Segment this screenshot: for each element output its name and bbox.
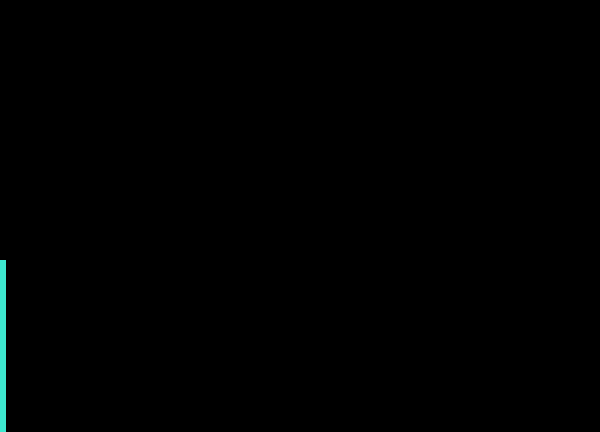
- terminal-line: "low": 40.801,: [0, 140, 135, 159]
- download-scatter-dot: [0, 362, 6, 368]
- download-scatter-dot: [0, 398, 6, 404]
- terminal-line: "ping": {: [0, 78, 87, 97]
- json-terminal-body: $ speedtest --server-id 33913 --format=j…: [0, 0, 600, 260]
- download-scatter-dot: [0, 374, 6, 380]
- terminal-line: $ speedtest --server-id 33913 --format=j…: [0, 0, 482, 19]
- download-scatter-dot: [0, 416, 6, 422]
- download-scatter-dot: [0, 284, 6, 290]
- terminal-line: "bandwidth": 24097927: [0, 222, 203, 241]
- terminal-line: "latency": 41.249,: [0, 121, 174, 140]
- results-scatter-panel: [0, 260, 600, 432]
- download-scatter-dot: [0, 278, 6, 284]
- download-scatter-dot: [0, 356, 6, 362]
- download-scatter-dot: [0, 296, 6, 302]
- terminal-line: "bytes": 239152592: [0, 241, 174, 260]
- download-scatter-dot: [0, 260, 6, 266]
- download-scatter-dot: [0, 272, 6, 278]
- json-terminal-window: $ speedtest --server-id 33913 --format=j…: [0, 0, 600, 260]
- download-scatter-dot: [0, 266, 6, 272]
- scatter-plot: [0, 260, 600, 432]
- terminal-line: "type": "result",: [0, 40, 164, 59]
- download-scatter-dot: [0, 404, 6, 410]
- download-scatter-dot: [0, 314, 6, 320]
- terminal-line: {: [0, 19, 10, 38]
- terminal-line: "download": {: [0, 200, 126, 219]
- terminal-line: "jitter": 0.370,: [0, 102, 155, 121]
- download-scatter-dot: [0, 392, 6, 398]
- download-scatter-dot: [0, 350, 6, 356]
- download-scatter-dot: [0, 428, 6, 432]
- download-scatter-dot: [0, 380, 6, 386]
- download-scatter-dot: [0, 338, 6, 344]
- terminal-line: "high": 41.666: [0, 159, 135, 178]
- download-scatter-dot: [0, 344, 6, 350]
- download-scatter-dot: [0, 302, 6, 308]
- download-scatter-dot: [0, 326, 6, 332]
- download-scatter-dot: [0, 332, 6, 338]
- download-scatter-dot: [0, 410, 6, 416]
- download-scatter-dot: [0, 308, 6, 314]
- terminal-line: },: [0, 178, 20, 197]
- terminal-line: "timestamp": "2025-03-21T18:16:36Z",: [0, 59, 347, 78]
- download-scatter-dot: [0, 320, 6, 326]
- download-scatter-dot: [0, 368, 6, 374]
- download-scatter-dot: [0, 422, 6, 428]
- download-scatter-dot: [0, 386, 6, 392]
- download-scatter-dot: [0, 290, 6, 296]
